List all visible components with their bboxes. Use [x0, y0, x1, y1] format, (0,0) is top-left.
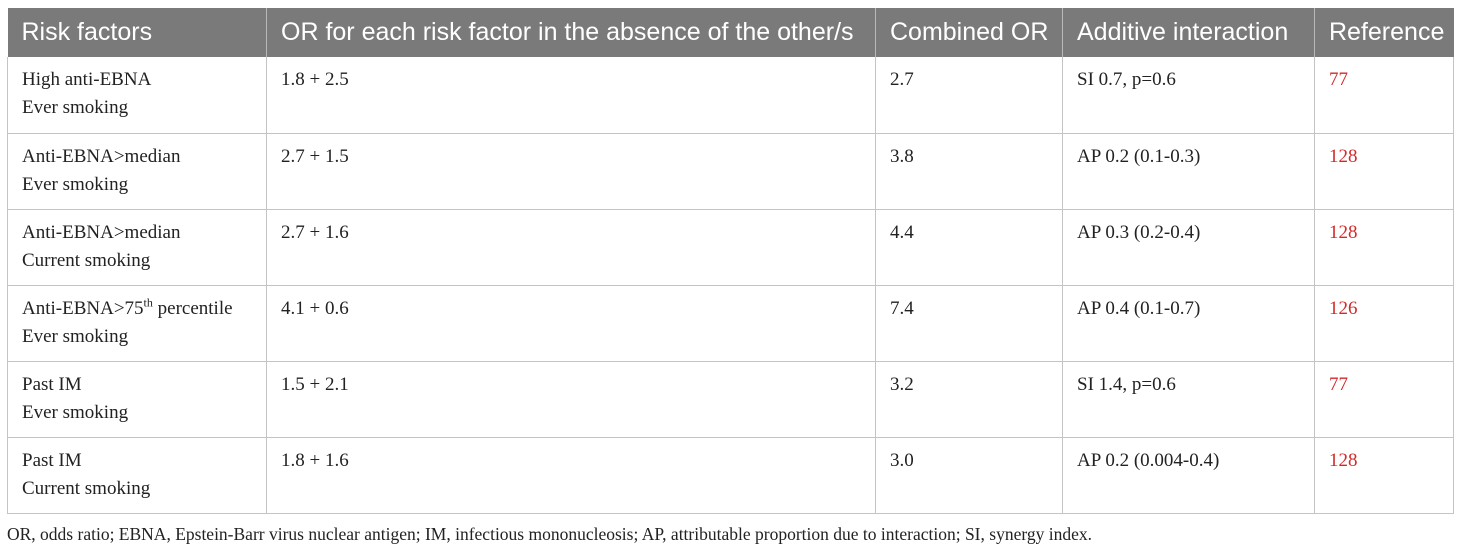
risk-factor-2: Current smoking	[22, 249, 151, 271]
risk-factor-table: Risk factors OR for each risk factor in …	[7, 8, 1454, 514]
cell-reference[interactable]: 128	[1314, 209, 1454, 286]
cell-reference[interactable]: 128	[1314, 437, 1454, 514]
cell-reference[interactable]: 128	[1314, 133, 1454, 210]
cell-additive-interaction: AP 0.2 (0.004-0.4)	[1062, 437, 1315, 514]
cell-or-each: 1.5 + 2.1	[266, 361, 876, 438]
cell-combined-or: 3.8	[875, 133, 1063, 210]
header-additive-interaction: Additive interaction	[1062, 8, 1315, 57]
cell-or-each: 1.8 + 2.5	[266, 57, 876, 134]
cell-combined-or: 7.4	[875, 285, 1063, 362]
risk-factor-1-text: Past IM	[22, 373, 82, 395]
cell-combined-or: 4.4	[875, 209, 1063, 286]
cell-combined-or: 3.2	[875, 361, 1063, 438]
risk-factor-2: Ever smoking	[22, 173, 129, 195]
cell-risk-factors: Anti-EBNA>median Ever smoking	[7, 133, 267, 210]
cell-additive-interaction: SI 0.7, p=0.6	[1062, 57, 1315, 134]
header-or-each: OR for each risk factor in the absence o…	[266, 8, 876, 57]
risk-factor-1-text: Anti-EBNA>median	[22, 145, 181, 167]
cell-reference[interactable]: 126	[1314, 285, 1454, 362]
cell-risk-factors: Anti-EBNA>median Current smoking	[7, 209, 267, 286]
cell-reference[interactable]: 77	[1314, 361, 1454, 438]
risk-factor-1-text: Anti-EBNA>median	[22, 221, 181, 243]
risk-factor-1: Anti-EBNA>median	[22, 143, 266, 171]
cell-additive-interaction: AP 0.3 (0.2-0.4)	[1062, 209, 1315, 286]
table-footnote: OR, odds ratio; EBNA, Epstein-Barr virus…	[7, 524, 1092, 544]
cell-risk-factors: Anti-EBNA>75th percentile Ever smoking	[7, 285, 267, 362]
cell-risk-factors: Past IM Ever smoking	[7, 361, 267, 438]
cell-or-each: 2.7 + 1.6	[266, 209, 876, 286]
risk-factor-1: Anti-EBNA>median	[22, 219, 266, 247]
table-row: Anti-EBNA>median Ever smoking 2.7 + 1.5 3.8…	[7, 133, 1454, 210]
cell-risk-factors: High anti-EBNA Ever smoking	[7, 57, 267, 134]
header-reference: Reference	[1314, 8, 1454, 57]
risk-factor-1: Past IM	[22, 371, 266, 399]
risk-factor-1-text: Past IM	[22, 449, 82, 471]
table-row: Anti-EBNA>median Current smoking 2.7 + 1.6…	[7, 209, 1454, 286]
cell-or-each: 4.1 + 0.6	[266, 285, 876, 362]
risk-factor-1: High anti-EBNA	[22, 66, 266, 94]
risk-factor-1-text: High anti-EBNA	[22, 69, 152, 90]
risk-factor-2: Ever smoking	[22, 97, 129, 118]
cell-additive-interaction: SI 1.4, p=0.6	[1062, 361, 1315, 438]
risk-factor-1: Past IM	[22, 447, 266, 475]
cell-or-each: 1.8 + 1.6	[266, 437, 876, 514]
cell-additive-interaction: AP 0.4 (0.1-0.7)	[1062, 285, 1315, 362]
cell-additive-interaction: AP 0.2 (0.1-0.3)	[1062, 133, 1315, 210]
risk-factor-1-superscript: th	[143, 295, 153, 310]
risk-factor-1-tail: percentile	[152, 297, 233, 319]
risk-factor-2: Current smoking	[22, 477, 151, 499]
table-header-row: Risk factors OR for each risk factor in …	[7, 8, 1454, 57]
cell-risk-factors: Past IM Current smoking	[7, 437, 267, 514]
table-row: Anti-EBNA>75th percentile Ever smoking 4.1…	[7, 285, 1454, 362]
cell-combined-or: 2.7	[875, 57, 1063, 134]
table-row: Past IM Current smoking 1.8 + 1.6 3.0 AP 0.2…	[7, 437, 1454, 514]
risk-factor-1: Anti-EBNA>75th percentile	[22, 295, 266, 323]
cell-or-each: 2.7 + 1.5	[266, 133, 876, 210]
risk-factor-2: Ever smoking	[22, 401, 129, 423]
header-risk-factors: Risk factors	[7, 8, 267, 57]
table-row: High anti-EBNA Ever smoking 1.8 + 2.5 2.7 SI…	[7, 57, 1454, 134]
table-container: Risk factors OR for each risk factor in …	[7, 8, 1454, 514]
cell-reference[interactable]: 77	[1314, 57, 1454, 134]
cell-combined-or: 3.0	[875, 437, 1063, 514]
risk-factor-1-text: Anti-EBNA>75	[22, 297, 144, 319]
header-combined-or: Combined OR	[875, 8, 1063, 57]
table-row: Past IM Ever smoking 1.5 + 2.1 3.2 SI 1.4, p…	[7, 361, 1454, 438]
risk-factor-2: Ever smoking	[22, 325, 129, 347]
